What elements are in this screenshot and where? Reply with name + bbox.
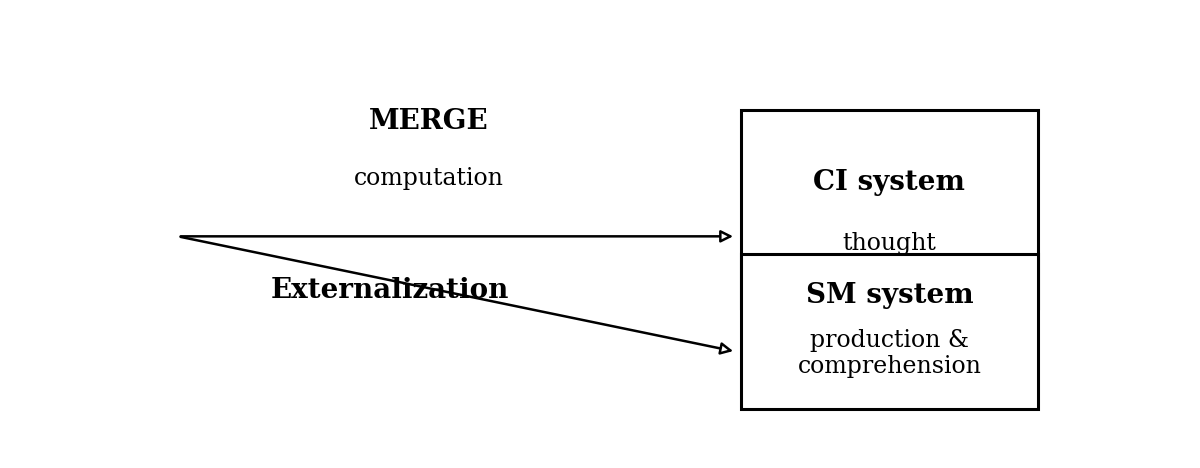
- Text: MERGE: MERGE: [370, 108, 488, 134]
- FancyBboxPatch shape: [740, 110, 1038, 308]
- Text: production &
comprehension: production & comprehension: [798, 329, 982, 378]
- Text: Externalization: Externalization: [271, 277, 509, 304]
- Text: computation: computation: [354, 167, 504, 190]
- Text: CI system: CI system: [814, 169, 965, 196]
- Text: thought: thought: [842, 232, 936, 255]
- FancyBboxPatch shape: [740, 255, 1038, 410]
- Text: SM system: SM system: [805, 282, 973, 309]
